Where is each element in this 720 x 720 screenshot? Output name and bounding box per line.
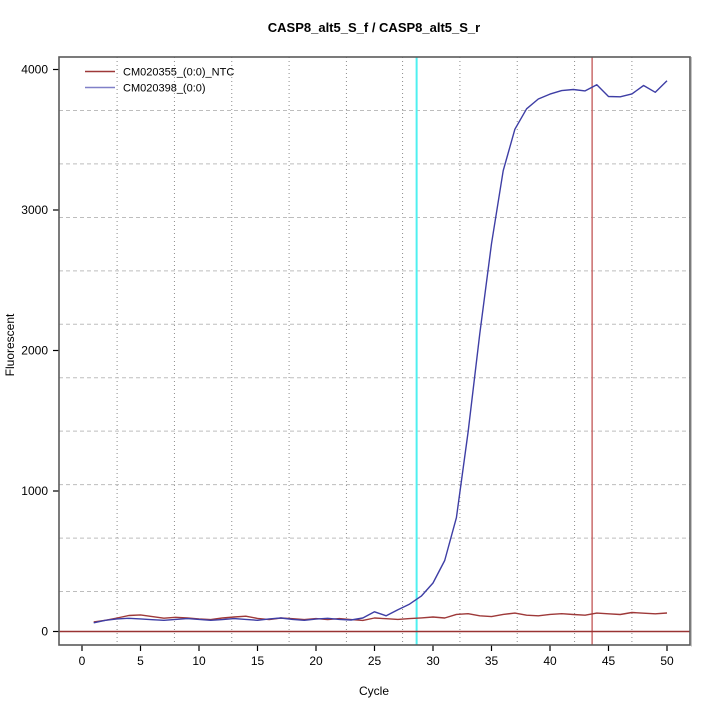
- x-axis-label: Cycle: [359, 684, 389, 698]
- x-tick-label: 35: [485, 654, 499, 668]
- x-tick-label: 50: [660, 654, 674, 668]
- y-tick-label: 2000: [21, 344, 48, 358]
- y-tick-label: 1000: [21, 484, 48, 498]
- y-axis-label: Fluorescent: [3, 313, 17, 376]
- x-tick-label: 25: [368, 654, 382, 668]
- y-tick-label: 3000: [21, 203, 48, 217]
- plot-box-border: [58, 56, 691, 646]
- legend-label-sample: CM020398_(0:0): [123, 83, 206, 95]
- x-tick-label: 10: [192, 654, 206, 668]
- y-tick-label: 0: [41, 625, 48, 639]
- reference-lines-layer: [59, 57, 690, 645]
- series-layer: [93, 80, 668, 624]
- x-tick-label: 30: [426, 654, 440, 668]
- x-tick-label: 5: [137, 654, 144, 668]
- legend: CM020355_(0:0)_NTC CM020398_(0:0): [85, 67, 234, 95]
- grid-layer: [59, 57, 690, 645]
- x-tick-label: 20: [309, 654, 323, 668]
- chart-title: CASP8_alt5_S_f / CASP8_alt5_S_r: [268, 20, 480, 35]
- x-tick-label: 15: [251, 654, 265, 668]
- x-tick-label: 0: [79, 654, 86, 668]
- series-curve-CM020398_(0:0): [93, 80, 668, 624]
- x-tick-label: 45: [602, 654, 616, 668]
- tick-layer: 0 5 10 15 20 25 30 35 40 45 50 0 1000 2000 3000 4000: [21, 63, 674, 669]
- y-tick-label: 4000: [21, 63, 48, 77]
- x-tick-label: 40: [543, 654, 557, 668]
- legend-label-ntc: CM020355_(0:0)_NTC: [123, 67, 234, 79]
